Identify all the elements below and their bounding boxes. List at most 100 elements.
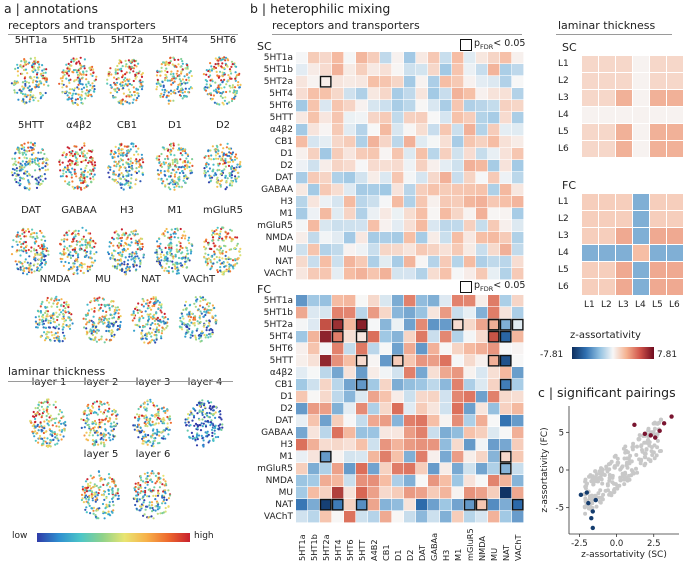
heatmap-cell xyxy=(392,331,404,343)
heatmap-cell xyxy=(392,403,404,415)
significant-cell-outline xyxy=(391,354,404,367)
heatmap-cell xyxy=(416,319,428,331)
heatmap-cell xyxy=(464,232,476,244)
heatmap-cell xyxy=(320,379,332,391)
heatmap-cell xyxy=(356,88,368,100)
significant-cell-outline xyxy=(487,354,500,367)
heatmap-cell xyxy=(464,331,476,343)
laminar-cell xyxy=(616,279,632,295)
heatmap-cell xyxy=(380,184,392,196)
heatmap-cell xyxy=(404,307,416,319)
heatmap-cell xyxy=(344,172,356,184)
heatmap-cell xyxy=(464,487,476,499)
heatmap-row-label: α4β2 xyxy=(269,125,293,135)
nonsig-point xyxy=(644,447,649,452)
heatmap-cell xyxy=(464,136,476,148)
heatmap-cell xyxy=(404,172,416,184)
heatmap-cell xyxy=(404,268,416,280)
heatmap-cell xyxy=(428,331,440,343)
heatmap-cell xyxy=(416,232,428,244)
heatmap-cell xyxy=(368,136,380,148)
heatmap-cell xyxy=(380,124,392,136)
heatmap-cell xyxy=(476,100,488,112)
laminar-cell xyxy=(582,56,598,72)
heatmap-cell xyxy=(476,391,488,403)
brain-map-image xyxy=(10,227,50,276)
laminar-cell xyxy=(633,279,649,295)
heatmap-cell xyxy=(464,160,476,172)
heatmap-cell xyxy=(356,220,368,232)
heatmap-cell xyxy=(428,160,440,172)
heatmap-cell xyxy=(416,76,428,88)
heatmap-cell xyxy=(428,88,440,100)
heatmap-cell xyxy=(440,403,452,415)
heatmap-cell xyxy=(476,367,488,379)
heatmap-cell xyxy=(464,367,476,379)
laminar-cell xyxy=(616,73,632,89)
heatmap-cell xyxy=(380,100,392,112)
heatmap-cell xyxy=(464,403,476,415)
heatmap-cell xyxy=(500,76,512,88)
heatmap-cell xyxy=(488,487,500,499)
heatmap-cell xyxy=(440,499,452,511)
brain-map-label: layer 4 xyxy=(187,377,223,388)
nonsig-point xyxy=(594,504,599,509)
heatmap-cell xyxy=(428,256,440,268)
heatmap-row-label: GABAA xyxy=(261,428,293,438)
heatmap-cell xyxy=(380,148,392,160)
heatmap-row-label: VAChT xyxy=(263,512,293,522)
heatmap-cell xyxy=(296,415,308,427)
heatmap-row-label: 5HT1b xyxy=(263,308,293,318)
heatmap-cell xyxy=(464,427,476,439)
heatmap-cell xyxy=(356,256,368,268)
heatmap-cell xyxy=(392,172,404,184)
x-tick-label: -2.5 xyxy=(571,539,588,549)
heatmap-row-label: NMDA xyxy=(265,476,293,486)
heatmap-cell xyxy=(332,439,344,451)
heatmap-cell xyxy=(500,379,512,391)
heatmap-cell xyxy=(404,439,416,451)
heatmap-cell xyxy=(332,196,344,208)
heatmap-cell xyxy=(356,451,368,463)
heatmap-cell xyxy=(368,88,380,100)
brain-map-image xyxy=(184,399,224,448)
heatmap-cell xyxy=(332,244,344,256)
heatmap-cell xyxy=(476,439,488,451)
nonsig-point xyxy=(659,449,663,453)
heatmap-cell xyxy=(368,319,380,331)
heatmap-cell xyxy=(500,124,512,136)
heatmap-cell xyxy=(332,379,344,391)
heatmap-cell xyxy=(416,499,428,511)
heatmap-cell xyxy=(488,463,500,475)
heatmap-cell xyxy=(428,112,440,124)
heatmap-row-label: GABAA xyxy=(261,185,293,195)
heatmap-cell xyxy=(452,499,464,511)
heatmap-cell xyxy=(308,427,320,439)
heatmap-cell xyxy=(332,475,344,487)
heatmap-cell xyxy=(452,124,464,136)
heatmap-col-label: A4B2 xyxy=(369,539,379,561)
heatmap-cell xyxy=(452,136,464,148)
heatmap-cell xyxy=(416,343,428,355)
nonsig-point xyxy=(625,462,630,467)
heatmap-cell xyxy=(380,76,392,88)
nonsig-point xyxy=(650,453,655,457)
heatmap-cell xyxy=(476,487,488,499)
heatmap-cell xyxy=(380,511,392,523)
brain-map-label: DAT xyxy=(21,205,41,216)
heatmap-cell xyxy=(380,367,392,379)
panel-a-receptors-title: receptors and transporters xyxy=(8,19,156,32)
heatmap-cell xyxy=(428,268,440,280)
heatmap-cell xyxy=(452,148,464,160)
nonsig-point xyxy=(628,453,633,458)
heatmap-cell xyxy=(440,415,452,427)
heatmap-row-label: NAT xyxy=(275,257,293,267)
laminar-cell xyxy=(667,90,683,106)
heatmap-cell xyxy=(488,184,500,196)
y-tick-label: 0 xyxy=(559,466,564,476)
heatmap-cell xyxy=(452,427,464,439)
heatmap-cell xyxy=(452,244,464,256)
heatmap-cell xyxy=(416,427,428,439)
laminar-cell xyxy=(616,141,632,157)
nonsig-point xyxy=(612,490,616,495)
